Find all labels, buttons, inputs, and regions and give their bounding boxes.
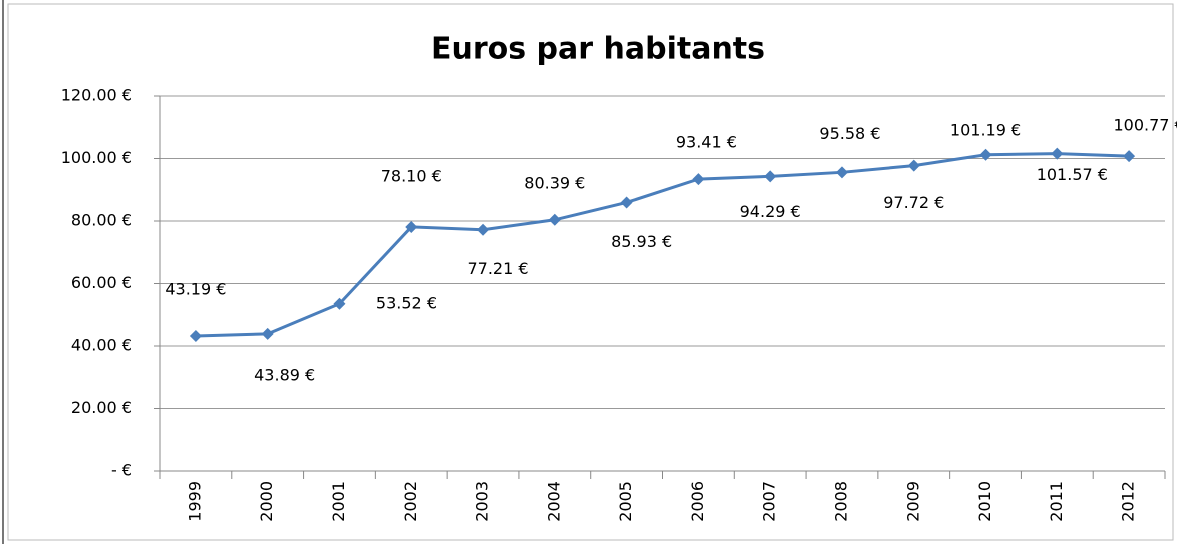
data-point — [692, 173, 705, 186]
chart-title: Euros par habitants — [431, 32, 765, 67]
data-point — [189, 330, 202, 343]
data-line — [195, 152, 1130, 338]
x-tick-label: 2005 — [616, 481, 635, 522]
data-label: 94.29 € — [740, 202, 801, 221]
x-tick-label: 2001 — [329, 481, 348, 522]
data-label: 97.72 € — [883, 193, 944, 212]
x-tick-label: 2012 — [1119, 481, 1138, 522]
y-tick-label: 100.00 € — [61, 148, 132, 167]
data-label: 101.57 € — [1037, 165, 1108, 184]
x-tick-label: 2008 — [831, 481, 850, 522]
x-tick-label: 2009 — [903, 481, 922, 522]
data-point — [261, 327, 274, 340]
y-tick-label: 80.00 € — [71, 211, 132, 230]
data-label: 77.21 € — [467, 259, 528, 278]
data-point — [764, 170, 777, 183]
data-label: 53.52 € — [376, 293, 437, 312]
data-label: 43.89 € — [254, 365, 315, 384]
x-tick-label: 2000 — [257, 481, 276, 522]
data-label: 78.10 € — [381, 166, 442, 185]
x-tick-label: 2006 — [688, 481, 707, 522]
x-tick-label: 1999 — [185, 481, 204, 522]
y-tick-label: 40.00 € — [71, 336, 132, 355]
x-tick-label: 2002 — [401, 481, 420, 522]
data-label: 100.77 € — [1113, 116, 1177, 135]
data-label: 43.19 € — [165, 280, 226, 299]
chart-frame — [7, 3, 1174, 541]
data-label: 85.93 € — [611, 232, 672, 251]
data-point — [979, 148, 992, 161]
data-point — [333, 297, 346, 310]
data-point — [548, 213, 561, 226]
data-label: 101.19 € — [950, 120, 1021, 139]
data-label: 80.39 € — [524, 173, 585, 192]
x-tick-label: 2011 — [1047, 481, 1066, 522]
x-tick-label: 2010 — [975, 481, 994, 522]
data-point — [620, 196, 633, 209]
data-point — [835, 166, 848, 179]
x-tick-label: 2007 — [760, 481, 779, 522]
x-tick-label: 2003 — [473, 481, 492, 522]
data-point — [1051, 147, 1064, 160]
data-label: 93.41 € — [676, 133, 737, 152]
y-tick-label: - € — [111, 461, 132, 480]
y-tick-label: 60.00 € — [71, 273, 132, 292]
data-point — [477, 223, 490, 236]
y-tick-label: 20.00 € — [71, 398, 132, 417]
x-tick-label: 2004 — [544, 481, 563, 522]
data-point — [907, 159, 920, 172]
data-point — [1123, 150, 1136, 163]
y-tick-label: 120.00 € — [61, 86, 132, 105]
data-label: 95.58 € — [819, 124, 880, 143]
data-point — [405, 220, 418, 233]
